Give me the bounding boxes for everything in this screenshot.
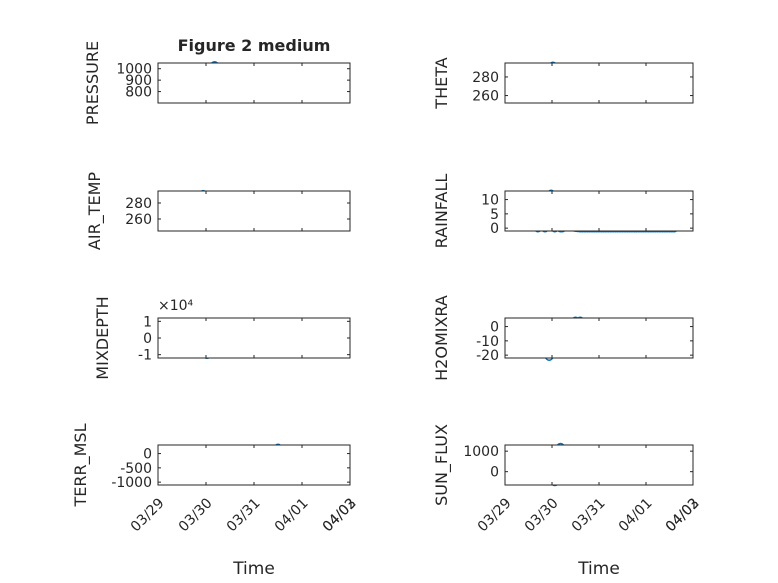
chart-title: Figure 2 medium [178, 36, 331, 55]
y-tick-label: -10 [476, 334, 499, 350]
subplot-mixdepth: -101 MIXDEPTH ×10⁴ [93, 296, 351, 380]
y-tick-label: 0 [490, 320, 499, 336]
subplot-theta: 260 280 THETA [432, 57, 694, 110]
y-axis-label: MIXDEPTH [93, 296, 112, 379]
y-tick-label: 280 [125, 196, 152, 212]
y-tick-label: 10 [481, 193, 499, 209]
axes-frame [504, 62, 694, 104]
y-tick-label: -20 [476, 348, 499, 364]
x-tick-label: 03/30 [176, 495, 216, 535]
y-tick-label: 1 [143, 314, 152, 330]
x-axis-label: Time [577, 559, 620, 579]
y-tick-label: 1000 [116, 62, 152, 78]
x-axis-label: Time [232, 559, 275, 579]
y-tick-label: 0 [143, 447, 152, 463]
y-tick-label: 1000 [463, 444, 499, 460]
y-tick-label: 260 [472, 89, 499, 105]
x-tick-label: 03/29 [128, 495, 168, 535]
y-tick-label: 5 [490, 207, 499, 223]
x-tick-label: 04/03 [320, 495, 360, 535]
y-axis-label: PRESSURE [83, 41, 102, 125]
y-tick-label: -500 [120, 461, 152, 477]
axes-frame [157, 62, 351, 104]
x-tick-label: 03/31 [224, 495, 264, 535]
y-axis-label: TERR_MSL [71, 423, 91, 507]
x-tick-label: 04/01 [272, 495, 312, 535]
y-tick-label: 800 [125, 85, 152, 101]
y-multiplier-label: ×10⁴ [158, 298, 194, 314]
x-tick-label: 03/31 [569, 495, 609, 535]
x-tick-label: 03/30 [522, 495, 562, 535]
y-tick-label: 280 [472, 70, 499, 86]
y-axis-label: AIR_TEMP [85, 172, 105, 250]
axes-frame [504, 317, 694, 359]
y-axis-label: THETA [432, 57, 451, 109]
axes-frame [157, 190, 351, 232]
x-tick-label: 04/01 [616, 495, 656, 535]
y-tick-label: 0 [490, 465, 499, 481]
y-tick-label: -1 [138, 348, 152, 364]
y-tick-label: 900 [125, 73, 152, 89]
axes-frame [157, 444, 351, 486]
y-tick-label: 0 [143, 331, 152, 347]
x-tick-label: 04/03 [663, 495, 703, 535]
y-axis-label: RAINFALL [432, 174, 451, 249]
y-tick-label: -1000 [111, 475, 152, 491]
axes-frame [504, 444, 694, 486]
y-tick-label: 260 [125, 212, 152, 228]
y-axis-label: SUN_FLUX [432, 424, 452, 506]
axes-frame [157, 317, 351, 359]
x-tick-label: 03/29 [475, 495, 515, 535]
y-tick-label: 0 [490, 221, 499, 237]
y-axis-label: H2OMIXRA [432, 295, 451, 381]
axes-frame [504, 190, 694, 232]
subplot-h2omixra: -20-100 H2OMIXRA [432, 295, 694, 381]
